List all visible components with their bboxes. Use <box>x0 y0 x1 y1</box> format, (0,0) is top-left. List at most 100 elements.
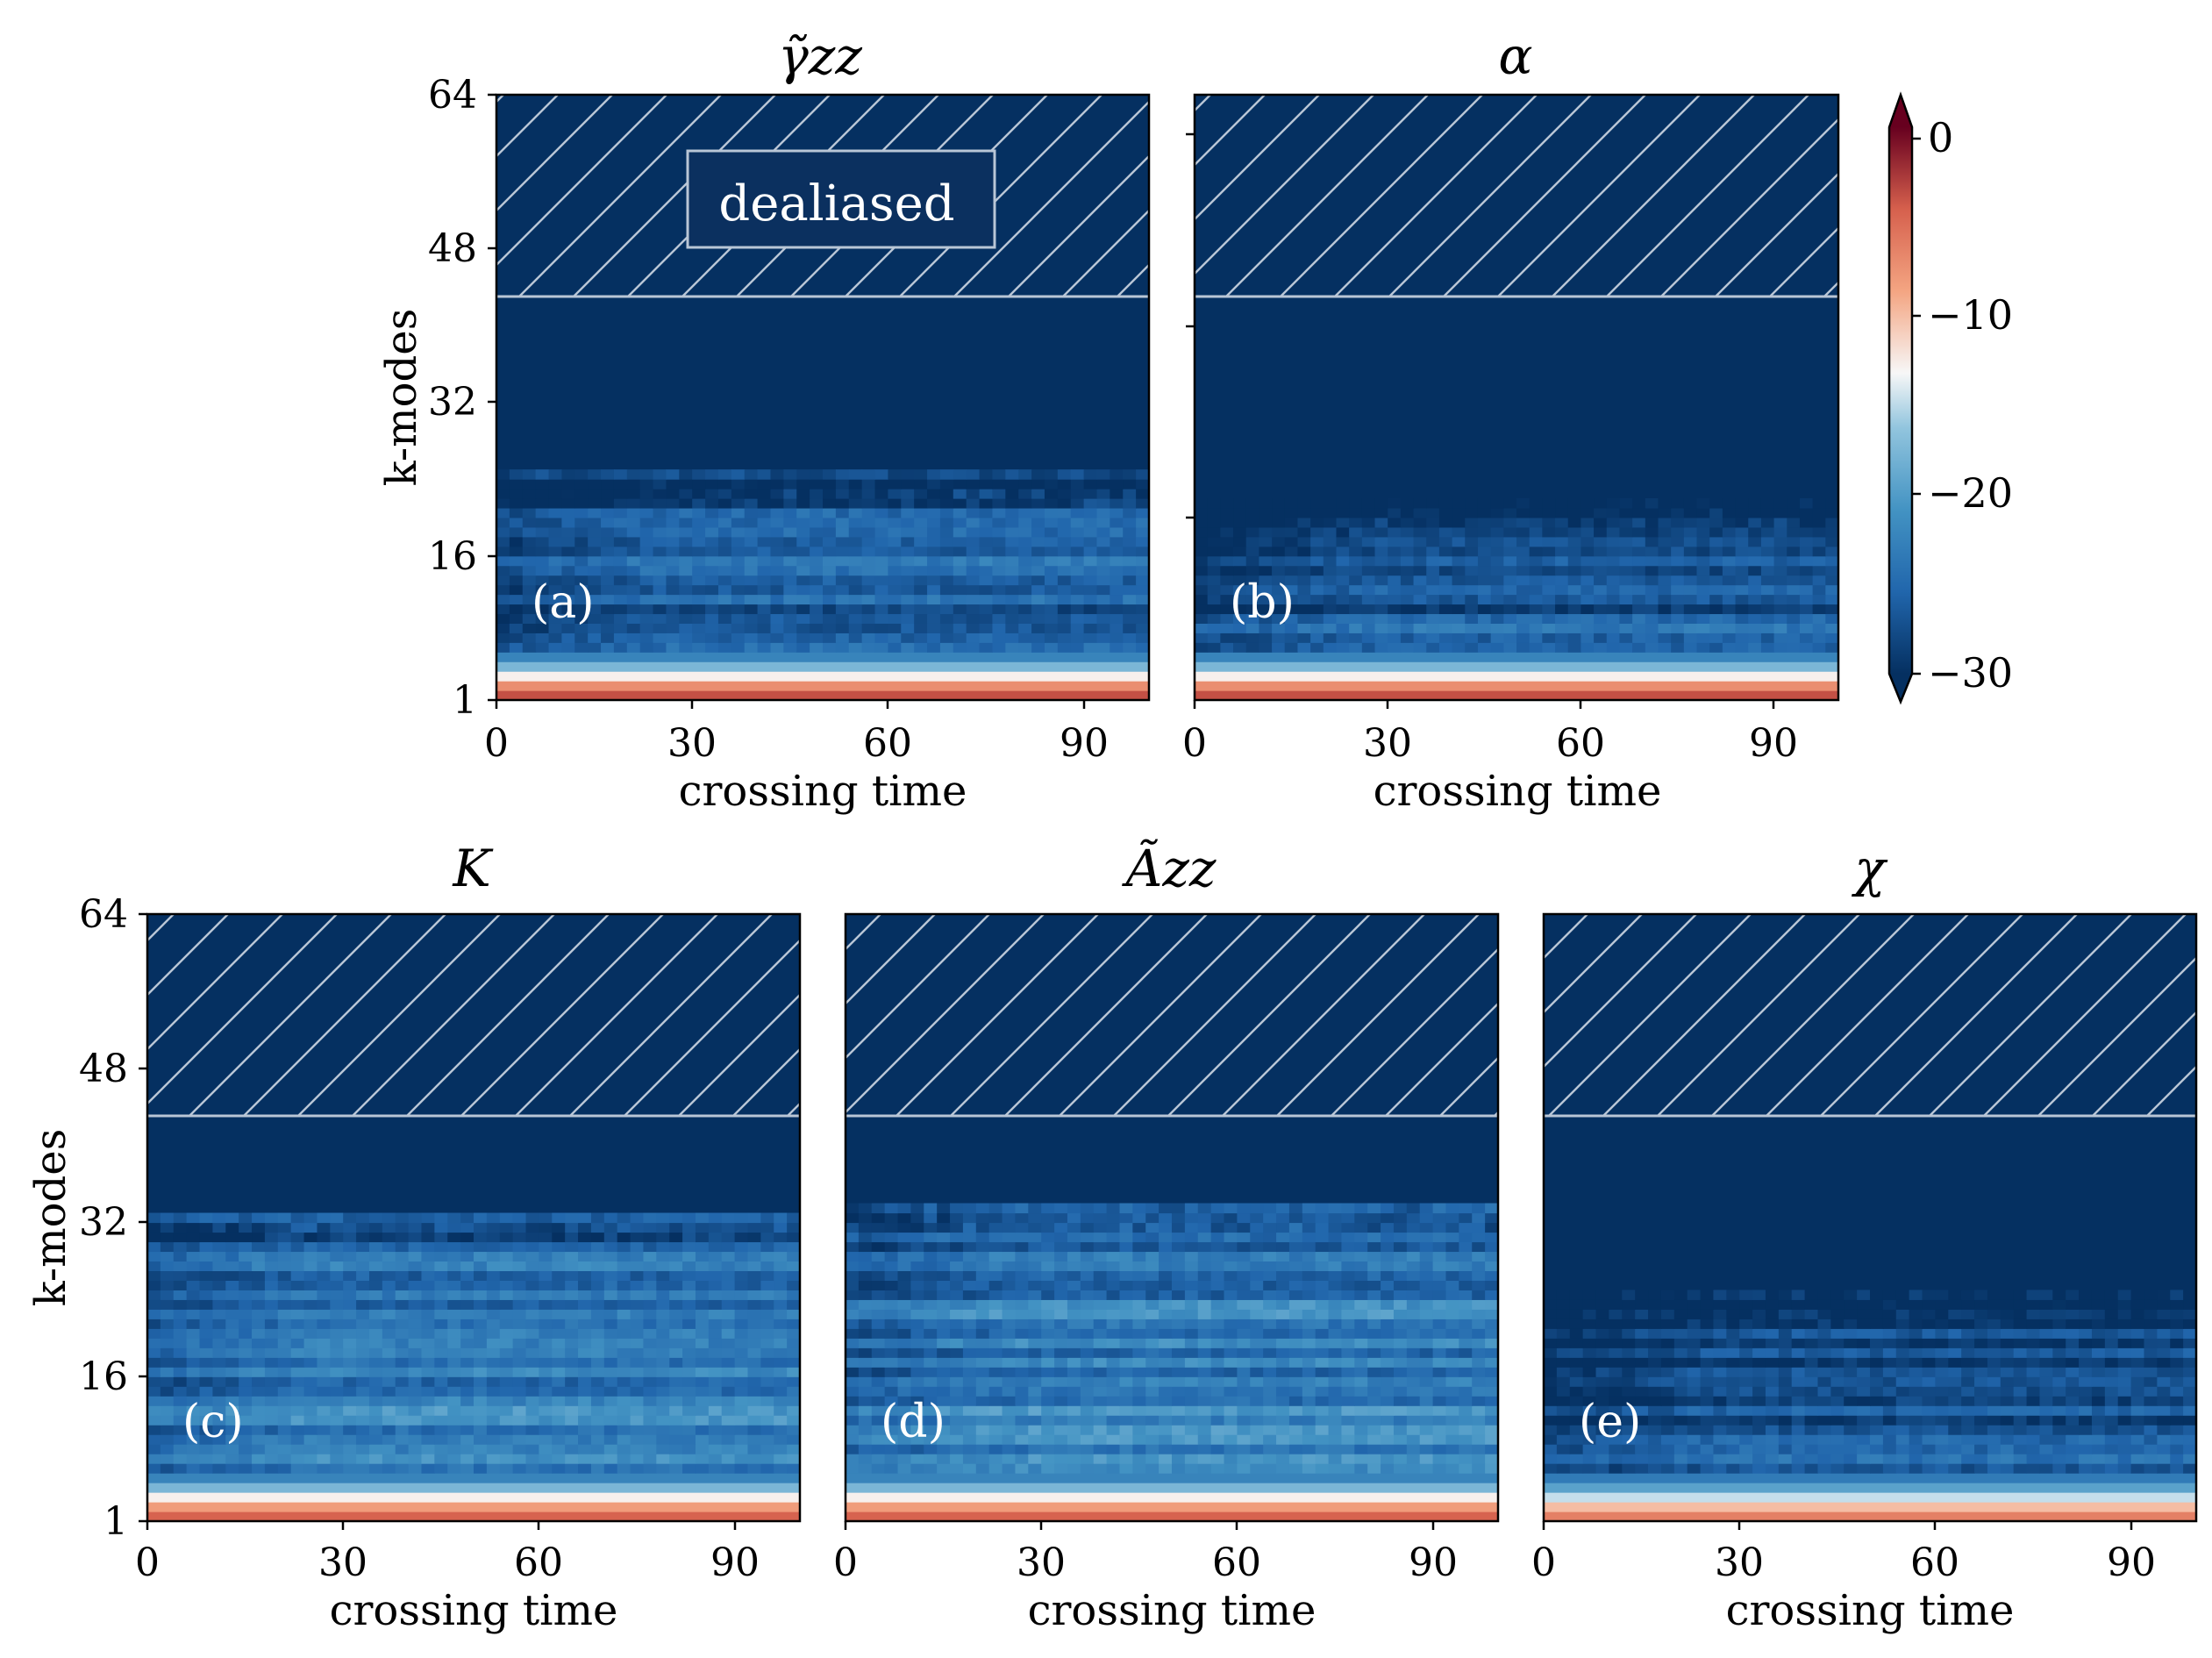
heatmap-cell <box>861 584 876 596</box>
heatmap-cell <box>1388 536 1402 547</box>
heatmap-cell <box>939 594 954 605</box>
heatmap-cell <box>760 1367 774 1377</box>
heatmap-cell <box>1005 613 1019 624</box>
heatmap-cell <box>692 479 706 490</box>
heatmap-cell <box>988 1434 1003 1445</box>
heatmap-cell <box>1237 1309 1251 1319</box>
heatmap-cell <box>173 1415 188 1426</box>
heatmap-cell <box>760 1270 774 1281</box>
heatmap-cell <box>1041 1434 1055 1445</box>
heatmap-cell <box>1276 1386 1290 1397</box>
heatmap-cell <box>1080 1319 1095 1329</box>
heatmap-cell <box>1015 1309 1029 1319</box>
heatmap-cell <box>1132 1280 1146 1290</box>
heatmap-cell <box>1381 1299 1395 1310</box>
heatmap-cell <box>1516 546 1531 557</box>
heatmap-cell <box>1555 517 1569 528</box>
heatmap-cell <box>1044 479 1059 490</box>
heatmap-cell <box>1529 517 1543 528</box>
heatmap-cell <box>988 1222 1003 1233</box>
heatmap-cell <box>522 479 537 490</box>
heatmap-cell <box>731 565 746 576</box>
heatmap-cell <box>1005 536 1019 547</box>
heatmap-cell <box>1812 575 1826 586</box>
heatmap-cell <box>552 1261 566 1272</box>
heatmap-cell <box>1609 1396 1623 1406</box>
heatmap-cell <box>1031 575 1045 586</box>
heatmap-cell <box>1490 526 1504 538</box>
heatmap-cell <box>1393 1347 1408 1358</box>
heatmap-cell <box>717 623 732 633</box>
heatmap-cell <box>901 565 915 576</box>
heatmap-cell <box>1054 1454 1068 1464</box>
heatmap-cell <box>1787 555 1801 567</box>
heatmap-cell <box>1220 498 1234 509</box>
heatmap-cell <box>988 1251 1003 1262</box>
heatmap-cell <box>744 489 759 499</box>
heatmap-cell <box>1419 1309 1434 1319</box>
heatmap-cell <box>303 1338 318 1348</box>
heatmap-cell <box>368 1232 383 1243</box>
heatmap-cell <box>1237 1232 1251 1243</box>
heatmap-cell <box>1237 1425 1251 1435</box>
heatmap-cell <box>679 613 693 624</box>
heatmap-cell <box>486 1434 501 1445</box>
heatmap-cell <box>975 1347 990 1358</box>
heatmap-cell <box>1080 1261 1095 1272</box>
heatmap-cell <box>1210 1444 1225 1454</box>
heatmap-cell <box>590 1444 605 1454</box>
heatmap-cell <box>1367 1251 1381 1262</box>
heatmap-cell <box>1328 1328 1343 1339</box>
heatmap-cell <box>1739 1396 1753 1406</box>
heatmap-cell <box>1054 1396 1068 1406</box>
heatmap-cell <box>871 1203 886 1214</box>
heatmap-cell <box>871 1309 886 1319</box>
heatmap-cell <box>212 1454 226 1464</box>
heatmap-cell <box>1735 498 1749 509</box>
heatmap-cell <box>1773 536 1787 547</box>
heatmap-cell <box>950 1203 964 1214</box>
heatmap-cell <box>1172 1251 1186 1262</box>
heatmap-cell <box>535 536 550 547</box>
heatmap-cell <box>914 575 928 586</box>
heatmap-cell <box>783 489 797 499</box>
heatmap-cell <box>927 594 941 605</box>
heatmap-cell <box>871 1425 886 1435</box>
heatmap-cell <box>1054 1328 1068 1339</box>
heatmap-cell <box>2052 1405 2066 1416</box>
heatmap-cell <box>1367 1376 1381 1387</box>
heatmap-cell <box>1726 1463 1740 1474</box>
heatmap-cell <box>1485 1261 1499 1272</box>
heatmap-cell <box>239 1212 253 1224</box>
heatmap-cell <box>1207 642 1221 653</box>
heatmap-cell <box>199 1434 213 1445</box>
heatmap-cell <box>669 1299 683 1310</box>
heatmap-cell <box>1748 565 1762 576</box>
heatmap-cell <box>1184 1280 1199 1290</box>
heatmap-cell <box>708 1415 723 1426</box>
heatmap-cell <box>992 565 1006 576</box>
heatmap-cell <box>1195 517 1209 528</box>
heatmap-cell <box>1773 565 1787 576</box>
heatmap-cell <box>1817 1396 1831 1406</box>
heatmap-cell <box>2130 1425 2145 1435</box>
heatmap-cell <box>303 1251 318 1262</box>
heatmap-cell <box>2091 1415 2106 1426</box>
heatmap-cell <box>884 1212 899 1224</box>
heatmap-cell <box>160 1251 175 1262</box>
heatmap-cell <box>1606 642 1621 653</box>
heatmap-cell <box>796 555 810 567</box>
heatmap-cell <box>548 604 562 615</box>
heatmap-cell <box>1381 1251 1395 1262</box>
heatmap-cell <box>1018 565 1032 576</box>
heatmap-cell <box>966 517 981 528</box>
heatmap-cell <box>682 1415 696 1426</box>
colorbar-label-minus30: −30 <box>1928 649 2013 697</box>
heatmap-cell <box>988 1319 1003 1329</box>
heatmap-cell <box>1354 1357 1368 1368</box>
heatmap-cell <box>747 1367 761 1377</box>
heatmap-cell <box>810 584 824 596</box>
heatmap-cell <box>1909 1444 1923 1454</box>
heatmap-cell <box>1197 1376 1212 1387</box>
heatmap-cell <box>1224 1251 1238 1262</box>
